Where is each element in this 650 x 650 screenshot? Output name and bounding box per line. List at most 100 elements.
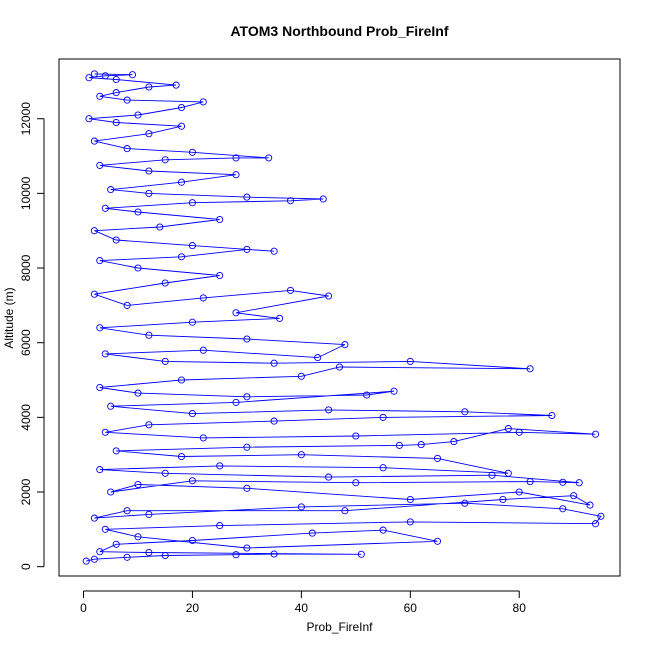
data-point <box>85 74 93 82</box>
data-point <box>172 81 180 89</box>
data-point <box>161 469 169 477</box>
data-point <box>199 346 207 354</box>
data-point <box>243 245 251 253</box>
data-point <box>85 115 93 123</box>
data-point <box>450 438 458 446</box>
data-point <box>232 154 240 162</box>
data-point <box>586 501 594 509</box>
data-point <box>96 383 104 392</box>
y-tick-label: 0 <box>19 563 33 570</box>
data-point <box>216 462 224 470</box>
y-axis-label: Altitude (m) <box>2 287 16 348</box>
data-point <box>101 428 109 436</box>
data-point <box>515 488 523 496</box>
data-point <box>134 480 142 489</box>
data-point <box>107 186 115 194</box>
data-point <box>591 520 600 528</box>
x-axis-label: Prob_FireInf <box>306 620 373 634</box>
data-point <box>96 466 104 474</box>
data-point <box>188 410 196 418</box>
chart-title: ATOM3 Northbound Prob_FireInf <box>230 23 448 39</box>
data-point <box>82 557 90 565</box>
data-point <box>270 247 278 255</box>
data-point <box>395 441 403 449</box>
data-point <box>297 372 305 380</box>
data-point <box>406 357 414 365</box>
data-point <box>341 341 349 349</box>
data-point <box>90 227 98 235</box>
data-point <box>352 479 360 487</box>
data-point <box>243 443 251 451</box>
data-point <box>570 492 578 500</box>
data-point <box>243 484 251 492</box>
data-point <box>188 199 196 207</box>
data-point <box>96 257 104 265</box>
data-point <box>134 264 142 272</box>
data-point <box>504 425 512 433</box>
y-tick-label: 8000 <box>19 254 33 281</box>
data-point <box>308 529 316 537</box>
data-point <box>325 406 333 414</box>
data-point <box>286 286 295 294</box>
data-point <box>145 167 153 175</box>
data-point <box>575 479 583 487</box>
data-point <box>112 89 120 97</box>
data-point <box>199 434 207 442</box>
data-point <box>499 495 507 504</box>
data-point <box>112 447 120 455</box>
data-point <box>379 413 387 421</box>
data-point <box>488 471 496 479</box>
data-point <box>406 518 414 526</box>
data-point <box>156 223 164 231</box>
y-tick-label: 6000 <box>19 329 33 356</box>
data-point <box>216 522 224 530</box>
data-point <box>548 411 556 420</box>
data-point <box>314 354 322 362</box>
data-point <box>270 550 278 558</box>
data-point <box>188 536 196 545</box>
data-point <box>188 148 196 156</box>
data-point <box>161 156 169 164</box>
data-point <box>177 253 186 261</box>
data-point <box>199 98 207 106</box>
data-point <box>112 75 120 84</box>
data-point <box>286 197 295 205</box>
data-point <box>232 309 240 317</box>
data-point <box>335 363 344 371</box>
data-point <box>161 357 169 365</box>
data-point <box>265 154 273 162</box>
data-point <box>123 96 131 104</box>
data-point <box>319 195 327 203</box>
data-point <box>379 526 387 534</box>
data-point <box>177 178 186 186</box>
data-point <box>90 137 98 145</box>
data-point <box>363 391 371 399</box>
data-point <box>128 71 137 79</box>
data-point <box>123 507 131 515</box>
plot-frame <box>58 58 621 577</box>
data-point <box>433 537 442 545</box>
data-point <box>216 271 224 280</box>
x-tick-label: 60 <box>404 601 418 615</box>
y-tick-label: 12000 <box>19 102 33 136</box>
data-layer <box>82 70 605 565</box>
data-point <box>134 389 142 397</box>
data-point <box>112 236 120 244</box>
data-point <box>96 161 104 169</box>
data-point <box>101 525 109 533</box>
data-point <box>232 398 240 406</box>
data-point <box>188 477 196 485</box>
data-point <box>243 544 251 552</box>
data-point <box>134 111 142 119</box>
data-point <box>134 533 142 541</box>
data-point <box>90 555 98 563</box>
data-point <box>145 331 153 339</box>
data-point <box>243 193 251 201</box>
x-tick-label: 80 <box>513 601 527 615</box>
data-point <box>145 548 153 557</box>
y-tick-label: 10000 <box>19 176 33 210</box>
data-point <box>101 204 109 212</box>
data-point <box>90 70 98 78</box>
data-point <box>107 402 115 410</box>
